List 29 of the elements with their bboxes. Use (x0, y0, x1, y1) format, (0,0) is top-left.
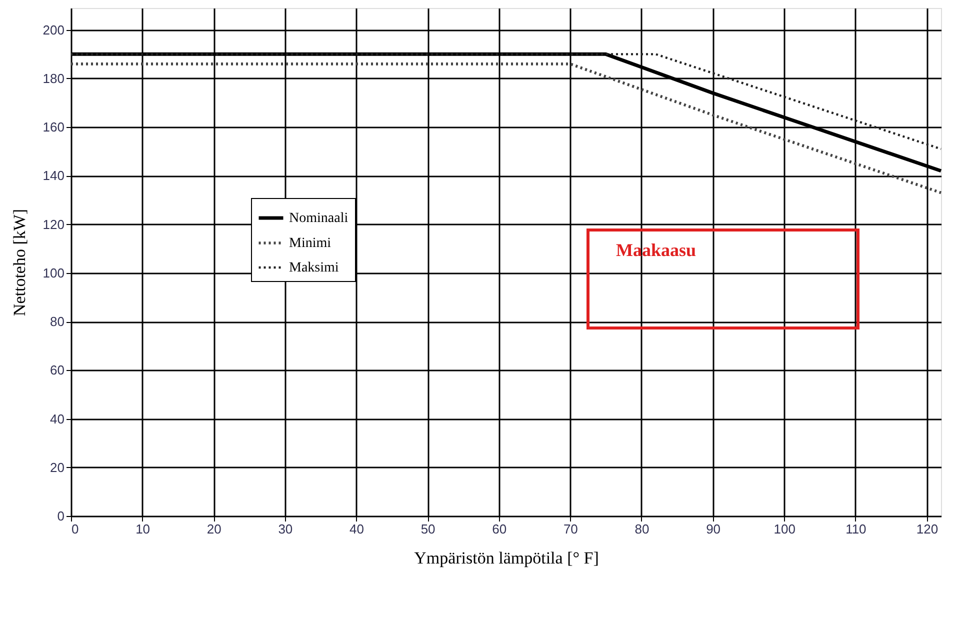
y-tick-label: 60 (50, 362, 64, 378)
y-axis-title: Nettoteho [kW] (10, 208, 29, 316)
y-tick-label: 20 (50, 460, 64, 475)
x-tick-label: 10 (136, 522, 150, 536)
y-tick-label: 180 (42, 70, 64, 86)
legend-label: Maksimi (289, 260, 339, 276)
x-tick-label: 120 (916, 522, 938, 536)
x-tick-label: 30 (278, 522, 293, 536)
y-tick-label: 40 (50, 411, 64, 426)
x-tick-label: 20 (206, 522, 222, 536)
x-tick-label: 100 (774, 522, 796, 536)
x-tick-label: 40 (350, 522, 364, 536)
legend-label: Minimi (289, 236, 332, 251)
x-tick-label: 80 (634, 522, 650, 536)
y-tick-label: 0 (57, 508, 64, 524)
x-tick-label: 0 (72, 522, 79, 536)
y-tick-label: 140 (42, 168, 64, 184)
x-tick-label: 110 (846, 522, 866, 536)
y-tick-label: 80 (50, 314, 64, 330)
y-tick-label: 200 (42, 22, 64, 38)
y-tick-label: 100 (42, 265, 64, 280)
y-tick-label: 120 (42, 216, 64, 232)
x-axis-title: Ympäristön lämpötila [° F] (414, 548, 599, 568)
x-tick-label: 60 (492, 522, 507, 536)
x-tick-label: 50 (420, 522, 436, 536)
x-tick-label: 70 (563, 522, 578, 536)
y-tick-label: 160 (42, 120, 64, 135)
legend-label: Nominaali (289, 211, 348, 226)
x-tick-label: 90 (706, 522, 721, 536)
